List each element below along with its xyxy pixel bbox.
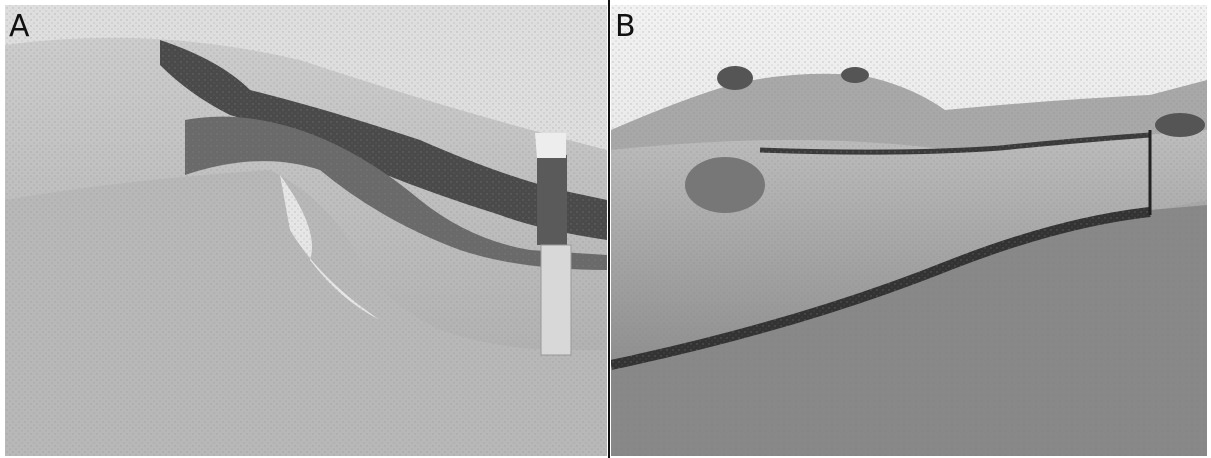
panel-label: A: [9, 9, 30, 44]
photo-a: [5, 5, 607, 456]
panel-label: B: [615, 9, 636, 44]
photo-b: [611, 5, 1207, 456]
